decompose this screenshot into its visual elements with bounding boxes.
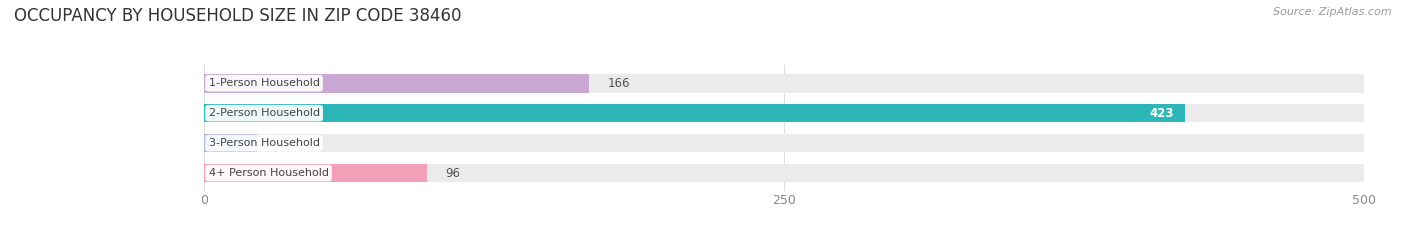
Bar bbox=[204, 74, 589, 93]
Text: OCCUPANCY BY HOUSEHOLD SIZE IN ZIP CODE 38460: OCCUPANCY BY HOUSEHOLD SIZE IN ZIP CODE … bbox=[14, 7, 461, 25]
Text: 2-Person Household: 2-Person Household bbox=[208, 108, 319, 118]
Text: 3-Person Household: 3-Person Household bbox=[208, 138, 319, 148]
Text: 423: 423 bbox=[1149, 107, 1174, 120]
Bar bbox=[204, 74, 1364, 93]
Text: 96: 96 bbox=[446, 167, 460, 180]
Bar bbox=[204, 104, 1185, 123]
Bar bbox=[204, 134, 1364, 152]
Bar bbox=[204, 164, 1364, 182]
Bar bbox=[204, 164, 426, 182]
Bar bbox=[204, 104, 1364, 123]
Text: 4+ Person Household: 4+ Person Household bbox=[208, 168, 329, 178]
Text: 166: 166 bbox=[607, 77, 630, 90]
Text: 23: 23 bbox=[276, 137, 291, 150]
Text: 1-Person Household: 1-Person Household bbox=[208, 78, 319, 88]
Text: Source: ZipAtlas.com: Source: ZipAtlas.com bbox=[1274, 7, 1392, 17]
Bar bbox=[204, 134, 257, 152]
